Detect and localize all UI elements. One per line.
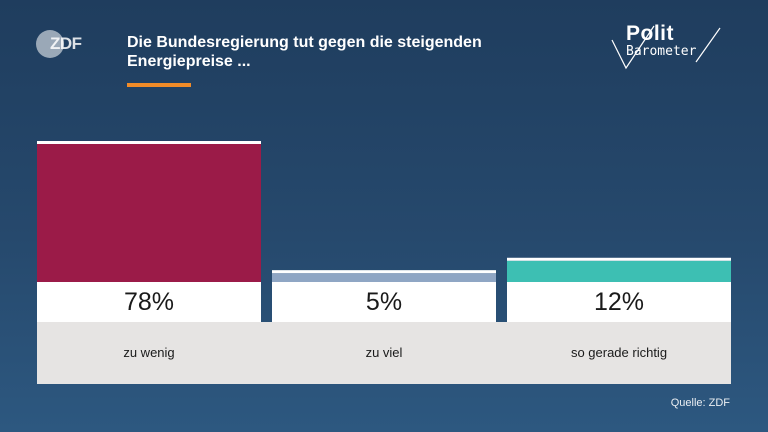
value-box-zu-wenig	[37, 282, 261, 322]
politbarometer-check-icon	[611, 25, 721, 70]
zdf-logo-text: ZDF	[50, 34, 82, 53]
value-label-so-gerade-richtig: 12%	[593, 288, 645, 316]
category-label-zu-wenig: zu wenig	[123, 345, 175, 360]
value-label-zu-viel: 5%	[365, 288, 403, 316]
bar-cap-zu-viel	[272, 270, 496, 274]
chart-title: Die Bundesregierung tut gegen die steige…	[127, 34, 482, 70]
zdf-logo-disc	[36, 30, 64, 58]
zdf-logo: ZDF	[36, 30, 82, 58]
title-accent-rule	[127, 83, 191, 87]
value-label-zu-wenig: 78%	[123, 288, 175, 316]
value-box-zu-viel	[272, 282, 496, 322]
politbarometer-line1: Polit	[626, 22, 674, 45]
bar-cap-zu-wenig	[37, 141, 261, 144]
category-label-panel	[37, 322, 731, 384]
source-note: Quelle: ZDF	[670, 397, 730, 409]
bar-zu-wenig	[37, 144, 261, 282]
category-label-zu-viel: zu viel	[365, 345, 403, 360]
politbarometer-logo: Polit Barometer	[608, 22, 728, 72]
category-label-so-gerade-richtig: so gerade richtig	[570, 345, 668, 360]
politbarometer-line2: Barometer	[626, 44, 697, 59]
bar-cap-so-gerade-richtig	[507, 257, 731, 261]
bar-so-gerade-richtig	[507, 260, 731, 282]
bar-zu-viel	[272, 273, 496, 282]
value-box-so-gerade-richtig	[507, 282, 731, 322]
